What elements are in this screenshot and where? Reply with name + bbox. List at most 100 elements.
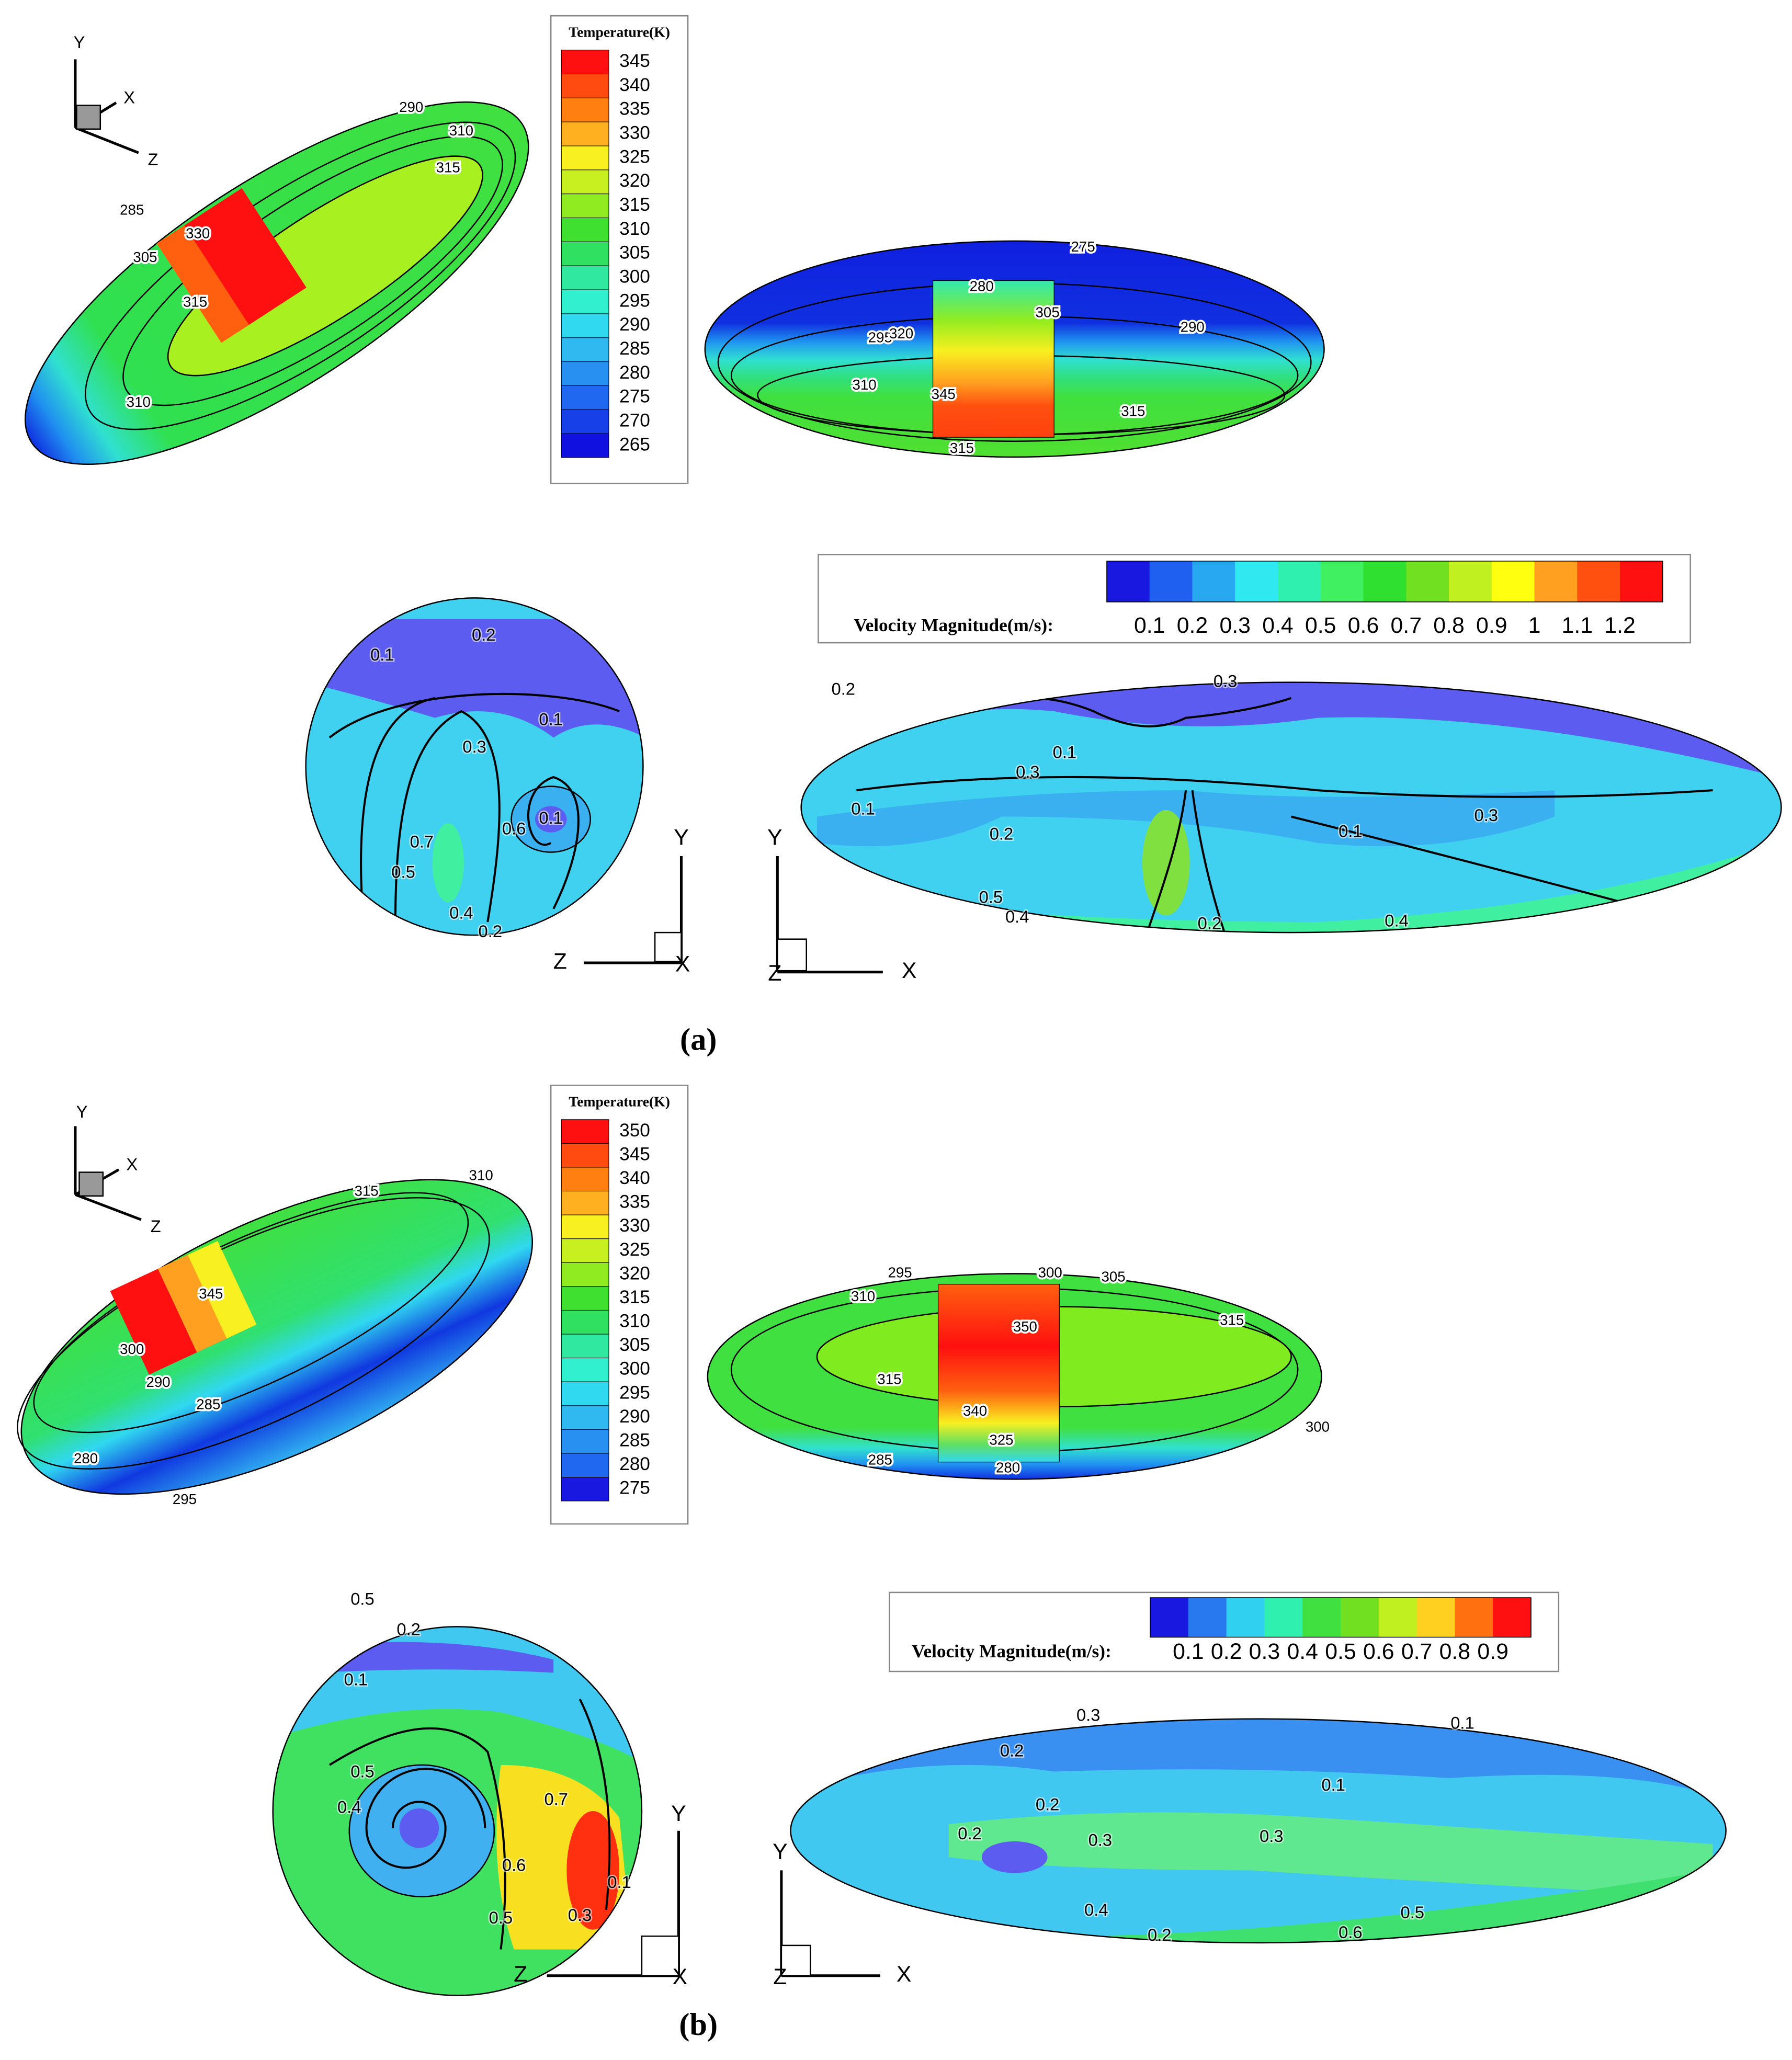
shape-path (316, 1642, 554, 1673)
legend-label: 325 (619, 146, 650, 167)
legend-swatch (561, 1167, 609, 1192)
contour-label: 330 (186, 225, 210, 242)
contour-label: 0.3 (1076, 1705, 1101, 1724)
legend-swatch (561, 194, 609, 219)
shape-ellipse (399, 1808, 439, 1848)
legend-swatch (561, 1358, 609, 1382)
contour-label: 280 (74, 1450, 98, 1466)
axis-label: Z (514, 1962, 527, 1987)
contour-label: 0.2 (396, 1620, 421, 1639)
contour-label: 315 (354, 1183, 378, 1199)
colorbar-band (1106, 561, 1150, 602)
legend-label: 1.2 (1604, 613, 1635, 638)
legend-title: Temperature(K) (569, 1094, 670, 1110)
axis-label: Z (148, 150, 158, 169)
contour-label: 0.1 (851, 799, 875, 818)
side-view-b (707, 1273, 1322, 1480)
legend-label: 0.6 (1363, 1639, 1394, 1664)
contour-label: 0.5 (1401, 1903, 1425, 1922)
axis-label: Z (151, 1216, 161, 1236)
contour-label: 0.1 (1321, 1775, 1345, 1794)
axis-label: Z (768, 961, 781, 986)
shape-ellipse (85, 121, 516, 430)
legend-label: 315 (619, 1287, 650, 1307)
axis-label: Y (76, 1102, 88, 1121)
contour-label: 0.2 (832, 679, 856, 698)
legend-label: 0.1 (1134, 613, 1165, 638)
contour-label: 315 (436, 160, 460, 176)
legend-label: 340 (619, 75, 650, 95)
contour-label: 310 (851, 1288, 875, 1304)
shape-path (579, 1699, 611, 1910)
shape-ellipse (535, 806, 567, 833)
axis-label: X (673, 1964, 688, 1989)
contour-label: 0.1 (370, 645, 394, 664)
colorbar-band (1192, 561, 1235, 602)
contour-label: 0.2 (479, 921, 503, 941)
contour-label: 0.3 (1213, 671, 1238, 690)
contour-label: 0.2 (1198, 914, 1222, 933)
contour-label: 0.4 (337, 1797, 361, 1817)
contour-label: 0.6 (502, 818, 526, 838)
shape-path (305, 619, 643, 738)
legend-label: 0.2 (1211, 1639, 1242, 1664)
legend-swatch (561, 337, 609, 362)
legend-label: 0.2 (1177, 613, 1208, 638)
contour-label: 0.1 (344, 1669, 368, 1689)
shape-path (365, 1768, 486, 1869)
longitudinal-outline (790, 1718, 1727, 1944)
colorbar-band (1416, 1597, 1456, 1637)
legend-swatch (561, 50, 609, 75)
legend-label: 0.9 (1477, 1639, 1509, 1664)
shape-ellipse (1142, 810, 1190, 916)
legend-swatch (561, 241, 609, 266)
contour-label: 0.1 (1450, 1713, 1475, 1732)
iso-view-a (25, 101, 529, 465)
legend-label: 285 (619, 1430, 650, 1450)
legend-label: 340 (619, 1168, 650, 1188)
cross-section-b (273, 1626, 642, 1996)
caption: (b) (679, 2007, 718, 2042)
shape-path (328, 692, 620, 738)
contour-label: 0.7 (544, 1790, 568, 1809)
legend-label: 0.8 (1439, 1639, 1471, 1664)
legend-swatch (561, 385, 609, 410)
legend-label: 330 (619, 1215, 650, 1236)
legend-label: 350 (619, 1120, 650, 1141)
colorbar-band (1378, 1597, 1417, 1637)
shape-path (1291, 815, 1648, 910)
colorbar-band (1150, 1597, 1189, 1637)
axis-cube (76, 105, 101, 130)
legend-swatch (561, 1143, 609, 1168)
legend-label: 280 (619, 362, 650, 383)
shape-rect (187, 1240, 257, 1339)
legend-label: 295 (619, 1382, 650, 1403)
contour-label: 315 (877, 1371, 901, 1387)
legend-label: 295 (619, 290, 650, 311)
contour-label: 320 (889, 325, 913, 342)
legend-label: 0.5 (1325, 1639, 1356, 1664)
legend-label: 300 (619, 266, 650, 287)
legend-swatch (561, 265, 609, 290)
shape-rect (156, 225, 249, 343)
legend-swatch (561, 313, 609, 338)
contour-label: 305 (133, 249, 157, 265)
legend-label: 1.1 (1562, 613, 1593, 638)
legend-swatch (561, 1381, 609, 1406)
contour-label: 305 (1036, 304, 1060, 321)
shape-ellipse (432, 823, 464, 903)
contour-label: 0.3 (568, 1905, 592, 1925)
iso-view-b (17, 1179, 533, 1495)
axis-label: Y (671, 1801, 686, 1826)
legend-label: 275 (619, 1478, 650, 1498)
shape-path (527, 776, 580, 909)
shape-path (1191, 790, 1227, 933)
contour-label: 0.1 (539, 709, 563, 729)
legend-label: 335 (619, 1192, 650, 1212)
contour-label: 0.2 (958, 1824, 982, 1843)
legend-swatch (561, 1334, 609, 1359)
legend-label: 0.5 (1305, 613, 1336, 638)
shape-path (394, 710, 501, 923)
contour-label: 0.3 (1475, 805, 1499, 825)
